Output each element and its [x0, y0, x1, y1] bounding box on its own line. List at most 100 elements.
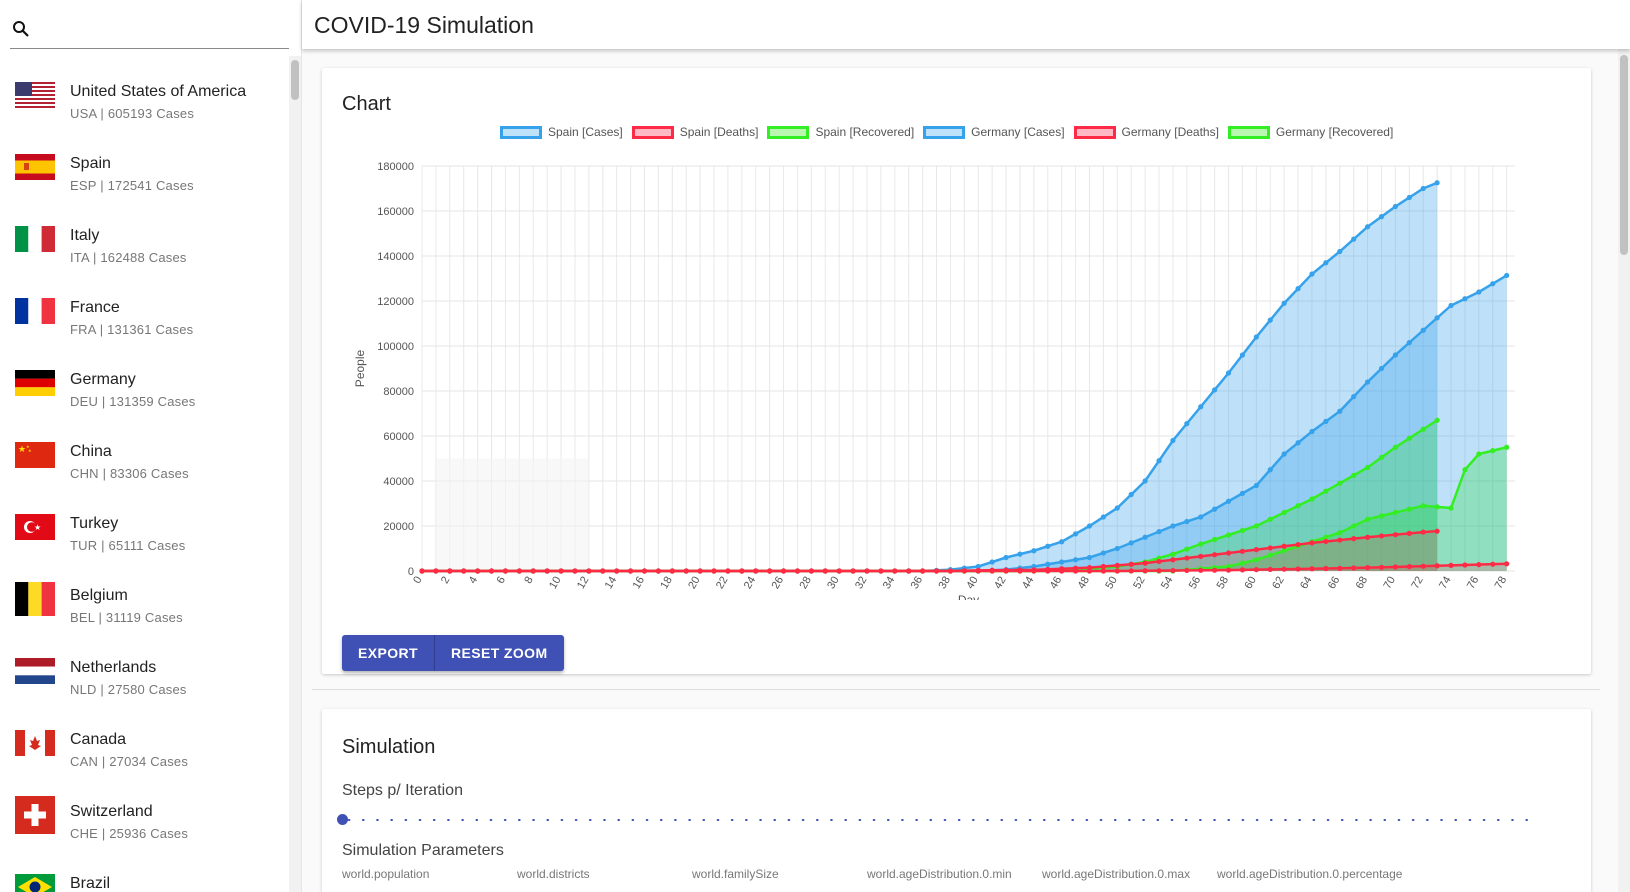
data-point [1114, 545, 1120, 552]
data-point [1128, 561, 1134, 567]
x-tick-label: 58 [1215, 575, 1232, 592]
search-input[interactable] [40, 14, 280, 42]
data-point [1434, 504, 1440, 510]
data-point [1406, 340, 1412, 346]
data-point [1253, 482, 1259, 489]
param-label: world.familySize [692, 867, 779, 881]
y-tick-label: 140000 [377, 251, 414, 263]
data-point [1490, 281, 1496, 287]
sidebar-scrollbar[interactable] [289, 56, 301, 892]
y-tick-label: 0 [408, 566, 414, 578]
data-point [1045, 566, 1051, 572]
legend-item[interactable]: Spain [Recovered] [767, 125, 914, 139]
series-area [422, 563, 1507, 571]
data-point [1281, 300, 1287, 306]
data-point [1184, 518, 1190, 525]
svg-text:★: ★ [28, 448, 32, 453]
data-point [1490, 561, 1496, 567]
legend-swatch [767, 125, 810, 139]
country-item-usa[interactable]: United States of America USA | 605193 Ca… [0, 56, 290, 128]
main-scrollbar[interactable] [1618, 49, 1630, 892]
data-point [1420, 426, 1426, 432]
data-point [878, 568, 884, 574]
y-tick-label: 120000 [377, 296, 414, 308]
legend-item[interactable]: Germany [Deaths] [1073, 125, 1219, 139]
country-list: United States of America USA | 605193 Ca… [0, 56, 290, 892]
covid-chart[interactable]: 0 20000 40000 60000 80000 100000 120000 140000 1… [322, 140, 1591, 600]
data-point [1003, 554, 1009, 561]
data-point [1114, 505, 1120, 511]
country-item-netherlands[interactable]: Netherlands NLD | 27580 Cases [0, 632, 290, 704]
country-item-china[interactable]: ★ ★ ★ China CHN | 83306 Cases [0, 416, 290, 488]
data-point [1072, 531, 1079, 537]
data-point [1086, 523, 1093, 529]
country-item-germany[interactable]: Germany DEU | 131359 Cases [0, 344, 290, 416]
data-point [1156, 458, 1162, 464]
data-point [1212, 536, 1218, 543]
data-point [1434, 563, 1440, 569]
data-point [1448, 302, 1454, 309]
country-name: Brazil [70, 875, 111, 892]
country-item-italy[interactable]: Italy ITA | 162488 Cases [0, 200, 290, 272]
series-area [422, 182, 1438, 571]
italy-flag-icon [15, 226, 55, 252]
param-label: world.districts [517, 867, 590, 881]
france-flag-icon [15, 298, 55, 324]
x-tick-label: 38 [937, 575, 954, 592]
data-point [822, 568, 828, 574]
page-title: COVID-19 Simulation [314, 12, 534, 38]
data-point [780, 568, 787, 574]
data-point [1462, 467, 1468, 473]
reset-zoom-button[interactable]: RESET ZOOM [433, 635, 564, 671]
data-point [1504, 561, 1510, 567]
data-point [1337, 408, 1343, 414]
data-point [1225, 498, 1232, 504]
search-icon[interactable] [12, 20, 30, 38]
data-point [1392, 203, 1399, 210]
data-point [1378, 513, 1385, 519]
data-point [1351, 394, 1357, 400]
country-item-france[interactable]: France FRA | 131361 Cases [0, 272, 290, 344]
data-point [502, 568, 509, 574]
country-item-brazil[interactable]: Brazil [0, 848, 290, 892]
steps-slider-track[interactable] [342, 819, 1537, 821]
legend-item[interactable]: Spain [Deaths] [631, 125, 758, 139]
data-point [1309, 271, 1315, 277]
x-tick-label: 24 [742, 575, 759, 592]
x-tick-label: 18 [658, 575, 675, 592]
data-point [1364, 224, 1371, 230]
x-tick-label: 54 [1159, 575, 1176, 592]
country-item-canada[interactable]: Canada CAN | 27034 Cases [0, 704, 290, 776]
x-tick-label: 76 [1465, 575, 1482, 592]
country-item-belgium[interactable]: Belgium BEL | 31119 Cases [0, 560, 290, 632]
data-point [1170, 567, 1176, 574]
sidebar-scroll-thumb[interactable] [291, 60, 299, 100]
svg-text:★: ★ [26, 444, 30, 449]
steps-slider-thumb[interactable] [337, 814, 348, 825]
x-tick-label: 20 [686, 575, 703, 592]
y-tick-label: 20000 [383, 521, 414, 533]
switzerland-flag-icon [15, 796, 55, 834]
series-area [422, 447, 1507, 571]
x-tick-label: 12 [575, 575, 592, 592]
y-tick-label: 80000 [383, 386, 414, 398]
country-cases: CHN | 83306 Cases [70, 466, 189, 481]
data-point [808, 568, 814, 574]
data-point [1337, 565, 1343, 571]
data-point [1128, 540, 1134, 546]
country-item-switzerland[interactable]: Switzerland CHE | 25936 Cases [0, 776, 290, 848]
legend-item[interactable]: Germany [Recovered] [1227, 125, 1393, 139]
data-point [1295, 566, 1301, 572]
data-point [1434, 315, 1440, 321]
data-point [1323, 418, 1329, 424]
main-scroll-thumb[interactable] [1620, 55, 1628, 255]
export-button[interactable]: EXPORT [358, 645, 418, 661]
legend-label: Germany [Deaths] [1121, 125, 1219, 139]
x-tick-label: 68 [1354, 575, 1371, 592]
data-point [1059, 539, 1065, 545]
country-item-spain[interactable]: Spain ESP | 172541 Cases [0, 128, 290, 200]
search-bar [10, 8, 289, 49]
country-item-turkey[interactable]: ★ Turkey TUR | 65111 Cases [0, 488, 290, 560]
legend-item[interactable]: Germany [Cases] [923, 125, 1065, 139]
legend-item[interactable]: Spain [Cases] [500, 125, 623, 139]
